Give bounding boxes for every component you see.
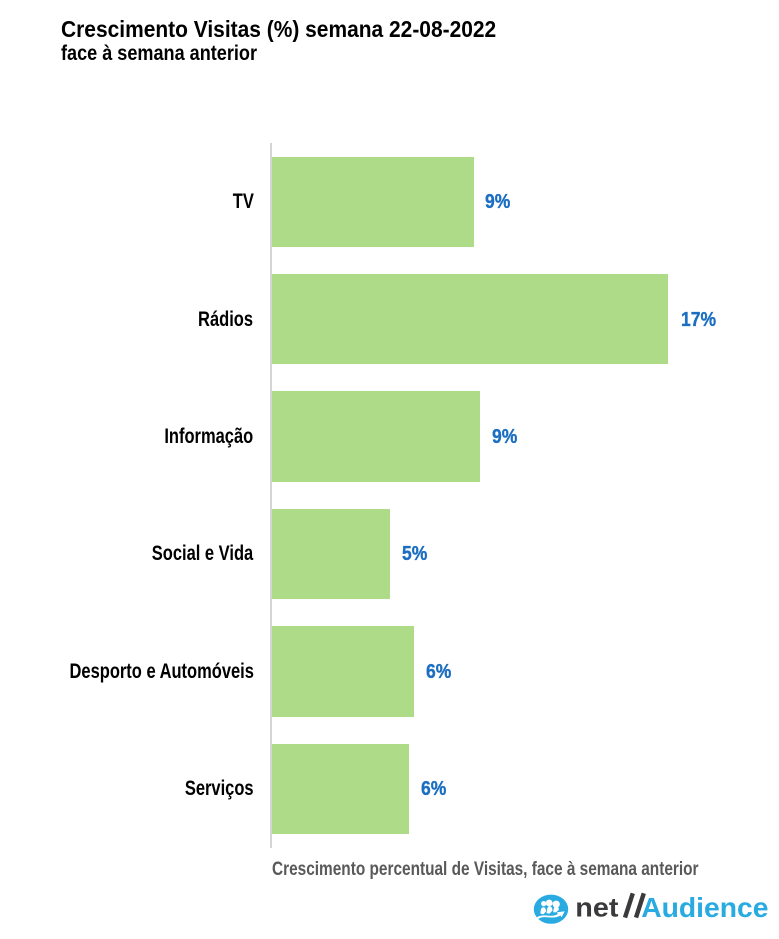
- svg-text:Audience: Audience: [641, 892, 768, 923]
- svg-text:net: net: [575, 892, 618, 922]
